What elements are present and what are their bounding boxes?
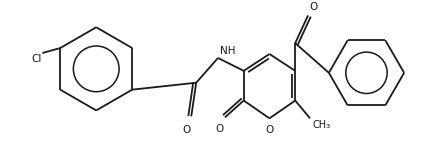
Text: O: O — [182, 125, 191, 135]
Text: Cl: Cl — [31, 54, 41, 64]
Text: O: O — [265, 125, 273, 135]
Text: CH₃: CH₃ — [312, 120, 330, 130]
Text: O: O — [216, 124, 224, 134]
Text: NH: NH — [220, 46, 236, 56]
Text: O: O — [309, 2, 317, 12]
